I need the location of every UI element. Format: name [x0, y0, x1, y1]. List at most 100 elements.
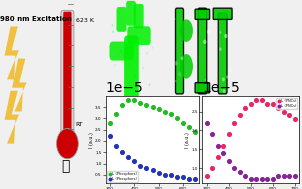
FancyBboxPatch shape	[195, 83, 210, 93]
I₂ (Phosphors)	[175, 176, 179, 179]
Text: 🔥: 🔥	[61, 159, 69, 173]
Ellipse shape	[142, 67, 144, 70]
FancyBboxPatch shape	[110, 42, 134, 60]
I₂ (Phosphors)	[150, 169, 155, 172]
Ellipse shape	[116, 28, 118, 30]
Ellipse shape	[226, 75, 228, 79]
FancyBboxPatch shape	[117, 7, 126, 32]
I₂ (PNCs)	[281, 174, 286, 177]
Ellipse shape	[181, 57, 183, 60]
I₂ (PNCs)	[215, 144, 220, 147]
Ellipse shape	[180, 19, 193, 42]
I₂ (PNCs)	[276, 174, 281, 177]
I₂ (PNCs)	[254, 178, 259, 181]
I₂ (Phosphors)	[156, 171, 161, 174]
I₂ (Phosphors)	[187, 178, 191, 181]
I₂ (Phosphors)	[120, 151, 124, 154]
I₂ (Phosphors)	[193, 178, 198, 181]
I₂ (Phosphors)	[162, 173, 167, 176]
I₁ (Phosphors)	[144, 103, 149, 106]
Ellipse shape	[175, 80, 177, 82]
I₂ (PNCs)	[292, 174, 297, 177]
I₂ (PNCs)	[210, 133, 215, 136]
I₁ (PNCs)	[226, 133, 231, 136]
Text: 623 K: 623 K	[76, 18, 94, 23]
Ellipse shape	[151, 33, 152, 35]
FancyBboxPatch shape	[127, 26, 150, 45]
Ellipse shape	[173, 17, 175, 20]
Legend: I₁ (PNCs), I₂ (PNCs): I₁ (PNCs), I₂ (PNCs)	[276, 98, 297, 109]
Ellipse shape	[138, 53, 140, 55]
Text: RT: RT	[76, 122, 83, 127]
FancyBboxPatch shape	[134, 4, 143, 29]
Ellipse shape	[135, 9, 137, 11]
I₁ (PNCs)	[210, 167, 215, 170]
Polygon shape	[5, 91, 19, 144]
Ellipse shape	[220, 31, 221, 34]
Polygon shape	[12, 59, 27, 112]
I₂ (PNCs)	[287, 174, 291, 177]
I₁ (PNCs)	[265, 103, 270, 106]
FancyBboxPatch shape	[61, 10, 74, 143]
Ellipse shape	[222, 77, 225, 81]
FancyBboxPatch shape	[213, 8, 232, 19]
I₁ (Phosphors)	[108, 121, 112, 124]
Y-axis label: I (a.u.): I (a.u.)	[185, 132, 190, 148]
I₁ (PNCs)	[254, 99, 259, 102]
Ellipse shape	[122, 53, 124, 56]
Ellipse shape	[223, 89, 225, 93]
I₁ (Phosphors)	[187, 126, 191, 129]
I₁ (PNCs)	[221, 144, 226, 147]
I₂ (PNCs)	[237, 170, 242, 173]
FancyBboxPatch shape	[175, 8, 184, 94]
I₂ (PNCs)	[265, 178, 270, 181]
Ellipse shape	[149, 83, 150, 86]
I₁ (PNCs)	[204, 174, 209, 177]
Ellipse shape	[175, 61, 178, 66]
Ellipse shape	[146, 52, 148, 55]
I₁ (Phosphors)	[156, 108, 161, 111]
Ellipse shape	[224, 34, 227, 38]
I₁ (Phosphors)	[126, 99, 130, 102]
Y-axis label: I (a.u.): I (a.u.)	[89, 132, 94, 148]
Ellipse shape	[220, 89, 222, 91]
Ellipse shape	[117, 53, 120, 57]
I₁ (Phosphors)	[181, 121, 185, 124]
I₁ (Phosphors)	[193, 130, 198, 133]
I₂ (PNCs)	[232, 167, 236, 170]
I₁ (Phosphors)	[175, 117, 179, 120]
I₁ (Phosphors)	[138, 101, 143, 104]
Ellipse shape	[203, 40, 207, 44]
I₁ (PNCs)	[248, 103, 253, 106]
I₂ (PNCs)	[259, 178, 264, 181]
Ellipse shape	[112, 24, 113, 27]
Polygon shape	[5, 26, 19, 79]
I₂ (Phosphors)	[108, 135, 112, 138]
Ellipse shape	[185, 43, 186, 46]
FancyBboxPatch shape	[126, 1, 136, 26]
I₁ (PNCs)	[292, 118, 297, 121]
Ellipse shape	[178, 72, 181, 76]
I₁ (PNCs)	[276, 106, 281, 109]
I₁ (Phosphors)	[162, 110, 167, 113]
I₂ (Phosphors)	[144, 167, 149, 170]
I₂ (Phosphors)	[114, 144, 118, 147]
I₁ (Phosphors)	[114, 112, 118, 115]
Ellipse shape	[180, 54, 193, 79]
I₂ (Phosphors)	[126, 155, 130, 158]
I₂ (Phosphors)	[168, 173, 173, 176]
Ellipse shape	[112, 30, 114, 33]
I₁ (Phosphors)	[150, 106, 155, 109]
I₂ (PNCs)	[226, 159, 231, 162]
Ellipse shape	[125, 52, 127, 54]
Ellipse shape	[137, 48, 138, 50]
Ellipse shape	[230, 69, 232, 72]
Legend: I₁ (Phosphors), I₂ (Phosphors): I₁ (Phosphors), I₂ (Phosphors)	[108, 171, 138, 182]
FancyBboxPatch shape	[63, 12, 72, 139]
I₂ (PNCs)	[221, 152, 226, 155]
Ellipse shape	[204, 79, 206, 81]
I₂ (Phosphors)	[181, 176, 185, 179]
I₁ (PNCs)	[215, 155, 220, 158]
FancyBboxPatch shape	[198, 8, 207, 94]
Text: 980 nm Excitation: 980 nm Excitation	[0, 16, 72, 22]
